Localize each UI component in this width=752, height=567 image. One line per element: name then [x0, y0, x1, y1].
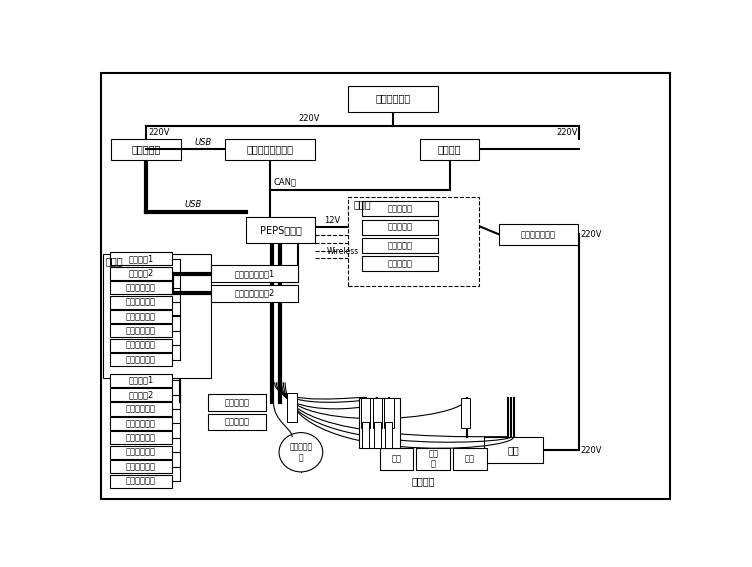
Text: 后备箱内天线: 后备箱内天线 [126, 404, 156, 413]
Text: 胎压传感器: 胎压传感器 [387, 223, 412, 232]
Text: 屏蔽箱: 屏蔽箱 [105, 256, 123, 266]
Bar [111, 431, 171, 445]
Text: 220V: 220V [299, 115, 320, 124]
Bar [362, 238, 438, 253]
Bar [484, 437, 543, 463]
Text: 压力箱: 压力箱 [353, 199, 371, 209]
Text: 室内天线1: 室内天线1 [129, 376, 153, 384]
Bar [245, 217, 316, 243]
Text: 220V: 220V [580, 230, 602, 239]
Text: 左后车门天线: 左后车门天线 [126, 462, 156, 471]
Text: 左前车门天线: 左前车门天线 [126, 312, 156, 321]
Bar [111, 374, 171, 387]
Text: 一键启动开
关: 一键启动开 关 [290, 442, 313, 462]
Bar [453, 448, 487, 469]
Bar [111, 324, 171, 337]
Text: 胎压传感器: 胎压传感器 [387, 259, 412, 268]
Bar [111, 310, 171, 323]
Text: 继电器矩阵板卡1: 继电器矩阵板卡1 [234, 269, 274, 278]
Bar [111, 460, 171, 473]
Bar [208, 394, 266, 411]
Text: 220V: 220V [556, 128, 578, 137]
Bar [111, 475, 171, 488]
Text: 胎压传感器: 胎压传感器 [387, 241, 412, 250]
Text: 电源管理单元: 电源管理单元 [375, 94, 411, 104]
Bar [111, 338, 171, 352]
Ellipse shape [279, 433, 323, 472]
Bar [362, 422, 369, 448]
Bar [347, 197, 479, 286]
Text: 程控电源: 程控电源 [438, 144, 461, 154]
Text: 右前车门天线: 右前车门天线 [126, 327, 156, 335]
Text: 12V: 12V [324, 216, 341, 225]
Text: 右前门把手: 右前门把手 [224, 418, 249, 426]
Text: 左前门把手: 左前门把手 [224, 398, 249, 407]
Text: 后备箱外天线: 后备箱外天线 [126, 298, 156, 307]
Bar [111, 281, 171, 294]
Bar [111, 417, 171, 430]
Bar [361, 397, 370, 428]
Text: 后备箱内天线: 后备箱内天线 [126, 283, 156, 292]
Text: 220V: 220V [149, 128, 170, 137]
Text: 胎压传感器: 胎压传感器 [387, 204, 412, 213]
Bar [287, 393, 297, 422]
Bar [103, 253, 211, 378]
Text: 闭锁: 闭锁 [465, 454, 475, 463]
Bar [386, 422, 393, 448]
Text: 右后车门天线: 右后车门天线 [126, 355, 156, 364]
Bar [111, 353, 171, 366]
Text: Wireless: Wireless [327, 247, 359, 256]
Text: PEPS控制器: PEPS控制器 [259, 225, 302, 235]
Text: 实时工控机: 实时工控机 [132, 144, 161, 154]
Bar [362, 256, 438, 272]
Bar [111, 139, 181, 160]
Bar [417, 448, 450, 469]
Bar [111, 403, 171, 416]
Bar [225, 139, 316, 160]
Text: 室内天线1: 室内天线1 [129, 255, 153, 263]
Text: 左前车门天线: 左前车门天线 [126, 433, 156, 442]
Bar [420, 139, 479, 160]
Bar [372, 397, 382, 428]
Bar [111, 446, 171, 459]
Bar [362, 219, 438, 235]
Bar [359, 397, 400, 448]
Text: 右后车门天线: 右后车门天线 [126, 476, 156, 485]
Bar [362, 201, 438, 217]
Bar [499, 224, 578, 245]
Text: CAN线: CAN线 [273, 177, 296, 186]
Bar [208, 414, 266, 430]
Text: 后备箱外天线: 后备箱外天线 [126, 419, 156, 428]
Text: 自动轮胎充气机: 自动轮胎充气机 [521, 230, 556, 239]
Bar [111, 295, 171, 308]
Text: 室内天线2: 室内天线2 [129, 390, 153, 399]
Bar [347, 86, 438, 112]
Bar [111, 252, 171, 265]
Text: USB: USB [184, 200, 202, 209]
Text: 继电器矩阵板卡2: 继电器矩阵板卡2 [234, 289, 274, 298]
Bar [461, 397, 471, 428]
Bar [211, 285, 298, 302]
Text: 后备
箱: 后备 箱 [428, 449, 438, 468]
Bar [211, 265, 298, 282]
Text: 无线钥匙: 无线钥匙 [411, 476, 435, 486]
Text: 220V: 220V [580, 446, 602, 455]
Bar [111, 388, 171, 401]
Text: 左后车门天线: 左后车门天线 [126, 341, 156, 350]
Bar [111, 266, 171, 280]
Bar [384, 397, 393, 428]
Text: 室内天线2: 室内天线2 [129, 269, 153, 278]
Text: 右前车门天线: 右前车门天线 [126, 448, 156, 457]
Text: 气泵: 气泵 [508, 445, 520, 455]
Text: USB: USB [195, 138, 212, 147]
Text: 总线采集仿真工具: 总线采集仿真工具 [247, 144, 294, 154]
Text: 解锁: 解锁 [392, 454, 402, 463]
Bar [374, 422, 381, 448]
Bar [380, 448, 414, 469]
